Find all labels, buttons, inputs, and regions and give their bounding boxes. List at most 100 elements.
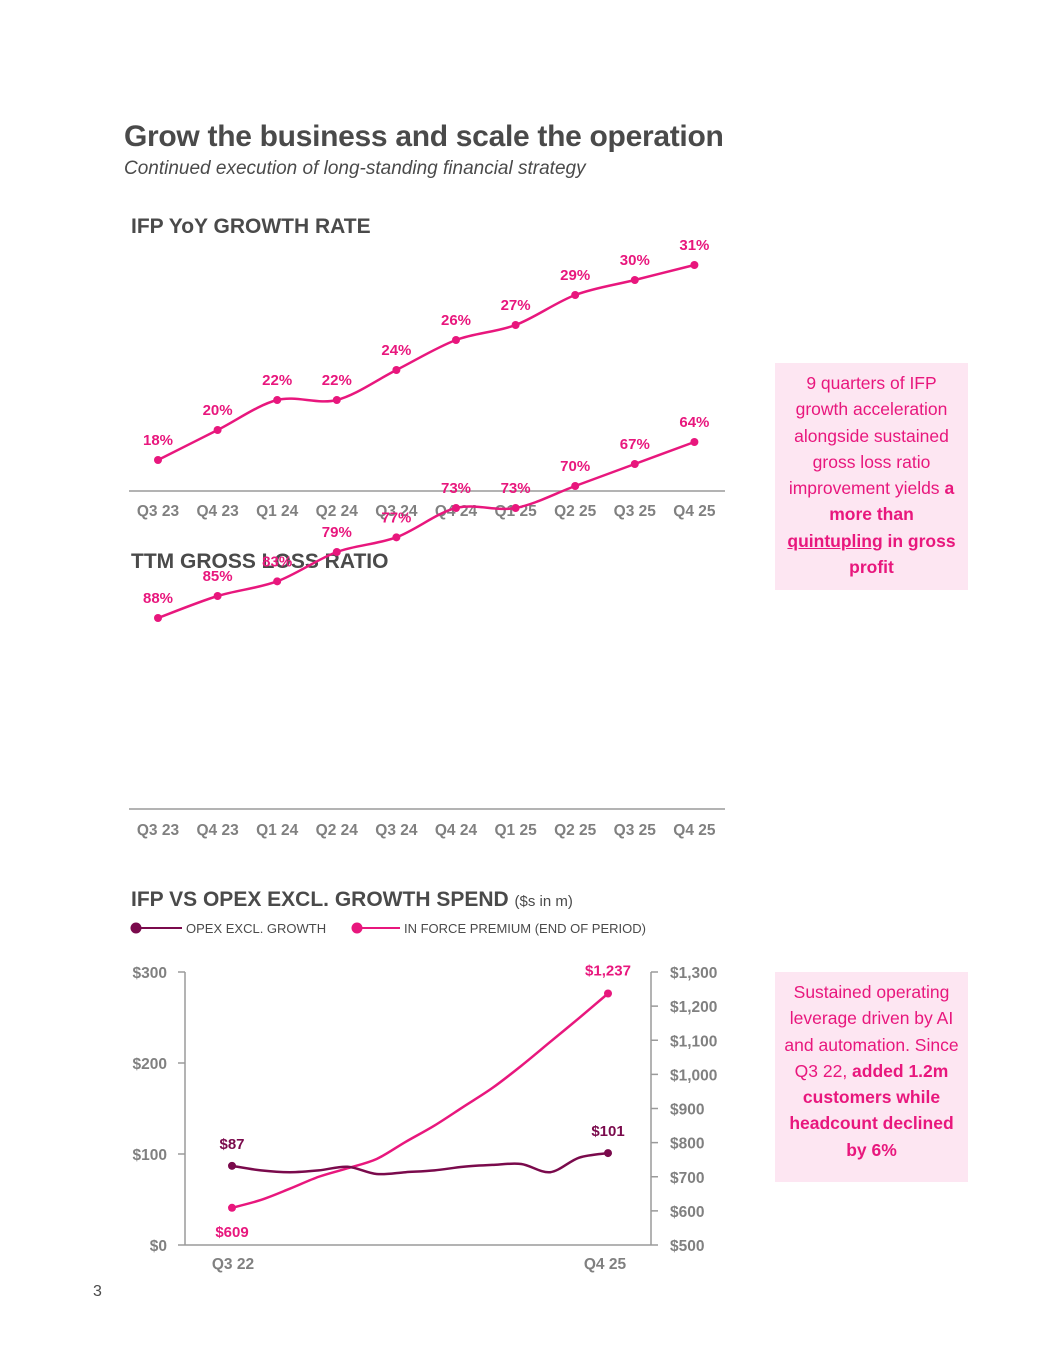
loss-ratio-x-tick: Q4 24 — [435, 822, 478, 839]
right-y-tick: $1,100 — [670, 1033, 717, 1050]
loss-ratio-point — [273, 577, 282, 586]
loss-ratio-point — [571, 482, 580, 490]
growth-point — [213, 426, 222, 434]
ifp-series-line — [231, 992, 609, 1210]
loss-ratio-x-tick: Q4 25 — [673, 822, 716, 839]
loss-ratio-data-label: 73% — [501, 480, 531, 497]
left-y-tick: $100 — [133, 1147, 167, 1164]
right-y-tick: $500 — [670, 1238, 704, 1255]
right-y-tick: $1,300 — [670, 965, 717, 982]
growth-data-label: 22% — [322, 372, 352, 389]
loss-ratio-x-tick: Q3 23 — [137, 822, 180, 839]
growth-point — [690, 261, 699, 269]
left-y-tick: $200 — [133, 1056, 167, 1073]
growth-point — [154, 456, 162, 464]
opex-series-line — [231, 1151, 609, 1176]
opex-callout: Sustained operating leverage driven by A… — [775, 972, 968, 1182]
loss-ratio-point — [511, 504, 520, 512]
legend-ifp-label: IN FORCE PREMIUM (END OF PERIOD) — [404, 921, 646, 936]
loss-ratio-point — [690, 438, 699, 446]
growth-point — [392, 366, 401, 374]
growth-data-label: 18% — [143, 432, 173, 449]
page-number: 3 — [93, 1283, 102, 1300]
loss-ratio-data-label: 83% — [262, 553, 292, 570]
growth-callout-underline: quintupling — [787, 530, 883, 551]
left-y-tick: $300 — [133, 965, 167, 982]
loss-ratio-data-label: 70% — [560, 458, 590, 475]
opex-end-point — [604, 1149, 612, 1158]
loss-ratio-x-tick: Q1 25 — [494, 822, 537, 839]
loss-ratio-x-tick: Q4 23 — [196, 822, 239, 839]
ifp-opex-unit-note: ($s in m) — [514, 893, 573, 910]
growth-x-tick: Q3 25 — [614, 503, 657, 520]
growth-data-label: 29% — [560, 267, 590, 284]
growth-x-tick: Q3 24 — [375, 503, 418, 520]
ifp-start-label: $609 — [215, 1224, 248, 1241]
loss-ratio-x-tick: Q1 24 — [256, 822, 299, 839]
growth-data-label: 27% — [501, 297, 531, 314]
growth-data-label: 22% — [262, 372, 292, 389]
ifp-opex-x-tick: Q3 22 — [212, 1256, 254, 1273]
opex-start-label: $87 — [219, 1136, 244, 1153]
loss-ratio-point — [332, 548, 341, 556]
left-y-tick: $0 — [150, 1238, 167, 1255]
growth-callout-text: 9 quarters of IFP growth acceleration al… — [788, 373, 949, 499]
opex-end-label: $101 — [591, 1123, 624, 1140]
growth-point — [332, 396, 341, 404]
ifp-end-label: $1,237 — [585, 962, 631, 979]
loss-ratio-x-tick: Q3 24 — [375, 822, 418, 839]
loss-ratio-data-label: 79% — [322, 524, 352, 541]
right-y-tick: $1,000 — [670, 1067, 717, 1084]
ifp-opex-x-tick: Q4 25 — [584, 1256, 627, 1273]
growth-data-label: 30% — [620, 252, 650, 269]
loss-ratio-x-tick: Q3 25 — [614, 822, 657, 839]
loss-ratio-point — [630, 460, 639, 468]
page-subtitle: Continued execution of long-standing fin… — [124, 158, 586, 179]
growth-chart-title: IFP YoY GROWTH RATE — [131, 215, 371, 238]
loss-ratio-data-label: 77% — [381, 509, 411, 526]
loss-ratio-point — [213, 592, 222, 600]
ifp-end-point — [604, 989, 612, 998]
growth-x-tick: Q4 25 — [673, 503, 716, 520]
page-title: Grow the business and scale the operatio… — [124, 120, 724, 153]
right-y-tick: $600 — [670, 1204, 704, 1221]
growth-callout-bold-end: in gross profit — [849, 530, 956, 578]
growth-point — [511, 321, 520, 329]
growth-data-label: 24% — [381, 342, 411, 359]
right-y-tick: $900 — [670, 1102, 704, 1119]
loss-ratio-series-line — [157, 440, 695, 620]
growth-x-tick: Q3 23 — [137, 503, 180, 520]
loss-ratio-data-label: 64% — [679, 414, 709, 431]
opex-start-point — [228, 1161, 236, 1170]
loss-ratio-data-label: 88% — [143, 590, 173, 607]
loss-ratio-point — [452, 504, 460, 512]
growth-x-tick: Q1 24 — [256, 503, 299, 520]
opex-callout-bold: added 1.2m customers while headcount dec… — [789, 1060, 954, 1160]
growth-data-label: 31% — [679, 237, 709, 254]
growth-point — [571, 291, 580, 299]
right-y-tick: $1,200 — [670, 999, 717, 1016]
growth-point — [630, 276, 639, 284]
growth-x-tick: Q2 25 — [554, 503, 597, 520]
ifp-opex-chart-title: IFP VS OPEX EXCL. GROWTH SPEND ($s in m) — [131, 888, 573, 912]
loss-ratio-data-label: 85% — [203, 568, 233, 585]
loss-ratio-point — [392, 533, 401, 542]
growth-callout-bold: a more than — [829, 478, 955, 525]
loss-ratio-data-label: 67% — [620, 436, 650, 453]
ifp-opex-title-text: IFP VS OPEX EXCL. GROWTH SPEND — [131, 888, 509, 911]
growth-x-tick: Q4 23 — [196, 503, 239, 520]
growth-data-label: 20% — [203, 402, 233, 419]
loss-ratio-data-label: 73% — [441, 480, 471, 497]
growth-data-label: 26% — [441, 312, 471, 329]
growth-point — [273, 396, 282, 404]
growth-callout: 9 quarters of IFP growth acceleration al… — [775, 363, 968, 590]
loss-ratio-x-tick: Q2 24 — [316, 822, 359, 839]
growth-point — [452, 336, 460, 344]
legend-opex-label: OPEX EXCL. GROWTH — [186, 921, 326, 936]
loss-ratio-x-tick: Q2 25 — [554, 822, 597, 839]
loss-ratio-point — [154, 614, 162, 622]
loss-ratio-chart-title: TTM GROSS LOSS RATIO — [131, 550, 389, 573]
growth-x-tick: Q2 24 — [316, 503, 359, 520]
growth-series-line — [157, 263, 695, 462]
